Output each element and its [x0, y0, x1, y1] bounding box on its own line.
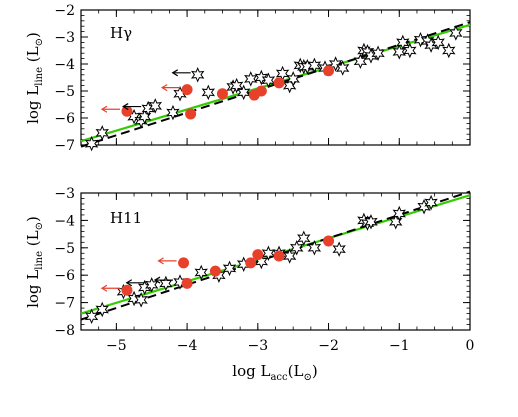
data-point-star — [332, 241, 346, 257]
data-point-star — [371, 45, 385, 61]
data-point-star — [396, 34, 410, 51]
data-point-star — [282, 248, 297, 264]
y-axis-title: log Lline (L⊙) — [24, 216, 45, 308]
data-point-star — [201, 84, 216, 101]
data-point-circle — [273, 77, 285, 89]
data-point-circle — [255, 85, 267, 97]
upper-limit-arrows — [100, 257, 177, 292]
y-tick-label: −3 — [54, 186, 75, 202]
panel-label: Hγ — [110, 24, 132, 42]
data-point-star — [148, 98, 162, 114]
panel-h11: −8 −7 −6 −5 −4 −3 −5 −4 −3 −2 −1 0 H11 log Lline (… — [24, 186, 474, 383]
x-tick-label: −3 — [247, 338, 268, 354]
y-tick-label: −8 — [54, 323, 75, 339]
upper-limit-arrow-head — [153, 276, 161, 284]
data-point-star — [134, 292, 148, 308]
y-tick-label: −7 — [54, 296, 75, 312]
panel-hgamma: −7 −6 −5 −4 −3 −2 Hγ log Lline (L⊙) — [24, 3, 471, 154]
y-tick-label: −5 — [54, 84, 75, 100]
data-points — [84, 25, 463, 152]
data-point-star — [403, 42, 417, 59]
data-point-star — [95, 125, 109, 141]
data-point-circle — [121, 284, 133, 296]
y-tick-label: −6 — [54, 268, 75, 284]
data-point-star — [190, 67, 205, 83]
data-point-circle — [273, 250, 285, 262]
data-point-circle — [185, 108, 197, 120]
upper-limit-arrow-head — [100, 284, 108, 292]
data-point-circle — [323, 65, 335, 77]
data-point-star — [307, 57, 322, 74]
x-tick-label: −1 — [389, 338, 410, 354]
upper-limit-arrow-head — [160, 84, 168, 92]
y-tick-label: −3 — [54, 30, 75, 46]
data-point-circle — [181, 84, 193, 96]
y-tick-label: −7 — [54, 138, 75, 154]
data-point-star — [328, 56, 343, 72]
y-axis-title: log Lline (L⊙) — [24, 32, 45, 124]
y-tick-label: −6 — [54, 111, 75, 127]
upper-limit-arrow-head — [157, 257, 164, 265]
data-point-star — [290, 240, 304, 256]
data-point-star — [297, 230, 311, 246]
x-tick-label: −4 — [177, 338, 198, 354]
data-point-star — [95, 301, 109, 318]
panel-label: H11 — [110, 209, 142, 227]
x-tick-labels: −5 −4 −3 −2 −1 0 — [106, 338, 474, 354]
data-point-circle — [245, 257, 257, 269]
upper-limit-arrow-head — [125, 279, 133, 287]
upper-limit-arrow-head — [171, 69, 179, 77]
y-tick-labels: −8 −7 −6 −5 −4 −3 — [54, 186, 75, 339]
data-point-star — [222, 260, 237, 277]
data-point-star — [261, 72, 276, 88]
data-points — [84, 194, 438, 325]
data-point-star — [194, 264, 208, 281]
data-point-star — [229, 77, 244, 94]
data-point-star — [389, 214, 403, 230]
y-tick-label: −5 — [54, 241, 75, 257]
data-point-star — [364, 214, 378, 230]
data-point-star — [254, 69, 269, 86]
data-point-star — [449, 25, 463, 41]
y-tick-label: −4 — [54, 57, 75, 73]
y-tick-labels: −7 −6 −5 −4 −3 −2 — [54, 3, 75, 154]
x-tick-label: −5 — [106, 338, 127, 354]
upper-limit-arrows — [100, 69, 191, 113]
data-point-circle — [178, 257, 190, 269]
y-tick-label: −2 — [54, 3, 75, 19]
data-point-circle — [209, 265, 221, 277]
data-point-star — [84, 135, 99, 152]
data-point-star — [442, 42, 456, 59]
data-point-star — [137, 108, 152, 125]
x-axis-title: log Lacc(L⊙) — [232, 362, 317, 383]
x-tick-label: −2 — [318, 338, 339, 354]
upper-limit-arrow-head — [100, 105, 108, 113]
x-tick-label: 0 — [466, 338, 475, 354]
data-point-circle — [216, 88, 228, 100]
data-point-star — [335, 60, 350, 76]
data-point-circle — [121, 105, 133, 117]
data-point-star — [236, 84, 251, 101]
y-tick-label: −4 — [54, 213, 75, 229]
data-point-star — [424, 194, 438, 211]
data-point-star — [413, 31, 428, 48]
data-point-star — [166, 104, 180, 121]
data-point-star — [307, 240, 322, 256]
data-point-star — [431, 34, 445, 51]
upper-limit-arrow-head — [122, 103, 129, 111]
data-point-circle — [252, 249, 264, 261]
data-point-star — [244, 71, 258, 87]
data-point-star — [286, 71, 300, 87]
data-point-circle — [181, 277, 193, 289]
data-point-circle — [323, 235, 335, 247]
data-point-star — [392, 205, 406, 222]
